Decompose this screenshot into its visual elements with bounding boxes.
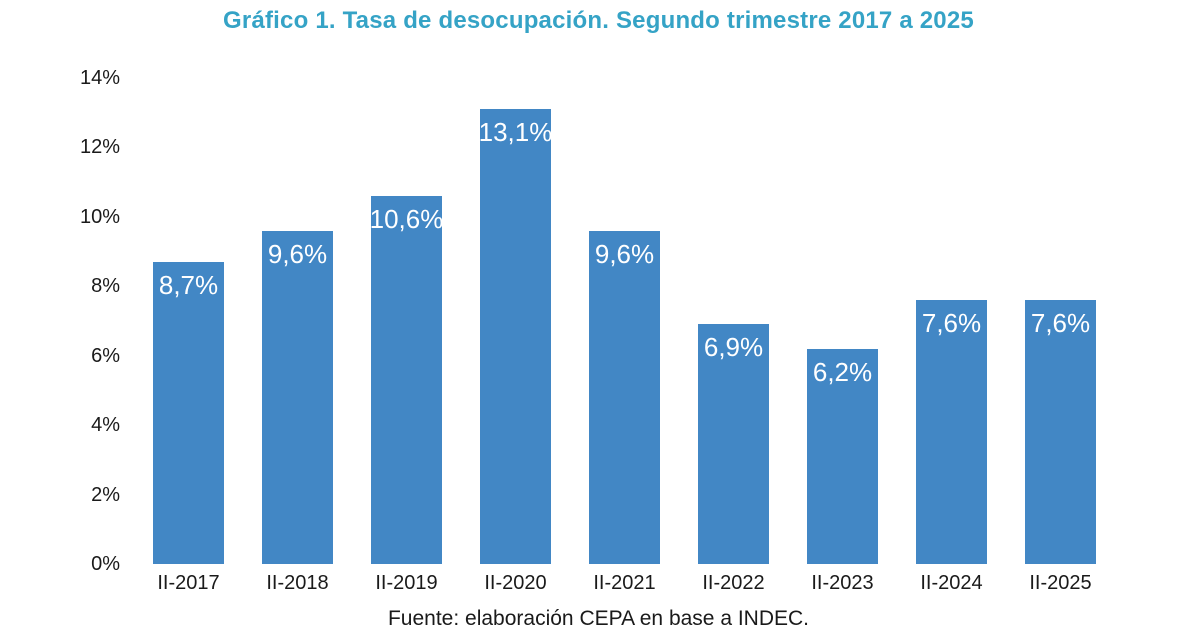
- bar-column: 9,6%: [570, 78, 679, 564]
- y-tick-label: 12%: [79, 136, 120, 159]
- bar-column: 7,6%: [897, 78, 1006, 564]
- x-tick-label: II-2023: [811, 572, 874, 594]
- y-tick-label: 2%: [91, 483, 120, 506]
- bar: 7,6%: [1025, 300, 1096, 564]
- y-tick-label: 10%: [79, 205, 120, 228]
- bar: 6,9%: [698, 324, 769, 564]
- x-tick-label: II-2024: [920, 572, 983, 594]
- bar-value-label: 13,1%: [478, 117, 553, 148]
- x-tick-label: II-2022: [702, 572, 765, 594]
- bar-value-label: 8,7%: [158, 270, 219, 300]
- bar-value-label: 6,9%: [703, 332, 764, 363]
- x-tick-label: II-2018: [266, 572, 329, 594]
- y-tick-label: 4%: [91, 414, 120, 437]
- plot-area: 8,7% 9,6% 10,6% 13,1% 9,6% 6,9% 6,2% 7,6% 7,6%: [134, 78, 1115, 564]
- bar-value-label: 7,6%: [921, 308, 982, 339]
- x-axis: II-2017 II-2018 II-2019 II-2020 II-2021 II-20…: [134, 572, 1115, 595]
- bar-column: 6,2%: [788, 78, 897, 564]
- chart-title: Gráfico 1. Tasa de desocupación. Segundo…: [223, 7, 974, 34]
- y-tick-label: 14%: [79, 67, 120, 89]
- bar: 9,6%: [262, 230, 333, 564]
- bar: 9,6%: [589, 230, 660, 564]
- y-tick-label: 0%: [91, 553, 120, 575]
- x-tick-label: II-2021: [593, 572, 656, 594]
- y-tick-label: 6%: [91, 344, 120, 367]
- bar: 13,1%: [478, 109, 553, 564]
- x-tick-label: II-2020: [484, 572, 547, 594]
- bar-value-label: 7,6%: [1030, 308, 1091, 339]
- source-note: Fuente: elaboración CEPA en base a INDEC…: [387, 607, 809, 630]
- bar-column: 13,1%: [461, 78, 570, 564]
- bar: 8,7%: [153, 262, 224, 564]
- bar-column: 9,6%: [243, 78, 352, 564]
- bar-value-label: 6,2%: [812, 356, 873, 387]
- x-tick-label: II-2025: [1029, 572, 1092, 594]
- bar: 7,6%: [916, 300, 987, 564]
- bar: 6,2%: [807, 348, 878, 564]
- bar-column: 8,7%: [134, 78, 243, 564]
- bar-column: 6,9%: [679, 78, 788, 564]
- x-tick-label: II-2019: [375, 572, 438, 594]
- y-tick-label: 8%: [91, 275, 120, 298]
- bar-value-label: 10,6%: [369, 204, 444, 235]
- x-tick-label: II-2017: [157, 572, 220, 594]
- bar-column: 10,6%: [352, 78, 461, 564]
- bar-value-label: 9,6%: [267, 238, 328, 269]
- bar-value-label: 9,6%: [594, 238, 655, 269]
- bar: 10,6%: [369, 196, 444, 564]
- bar-column: 7,6%: [1006, 78, 1115, 564]
